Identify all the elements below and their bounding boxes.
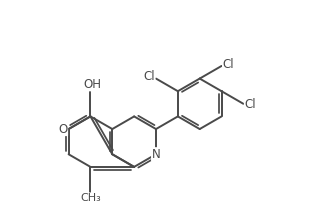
Text: O: O <box>58 123 67 135</box>
Text: N: N <box>152 148 160 161</box>
Text: CH₃: CH₃ <box>80 193 101 203</box>
Text: Cl: Cl <box>223 58 234 71</box>
Text: Cl: Cl <box>245 98 256 111</box>
Text: Cl: Cl <box>143 70 155 83</box>
Text: OH: OH <box>84 78 102 91</box>
